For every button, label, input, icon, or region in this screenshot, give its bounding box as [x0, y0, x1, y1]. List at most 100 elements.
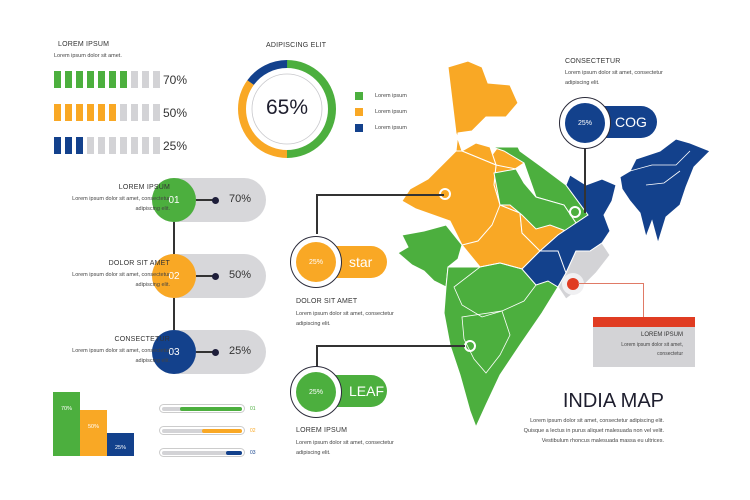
- progress-label: 02: [250, 428, 256, 434]
- segment: [65, 104, 72, 121]
- step-dot: [212, 348, 219, 356]
- segments-subtitle: Lorem ipsum dolor sit amet.: [54, 53, 122, 59]
- leaf-connector-h: [316, 345, 465, 347]
- bar-label: 25%: [114, 445, 126, 451]
- step-desc-1: Lorem ipsum dolor sit amet, consectetur: [72, 196, 170, 202]
- redbox-title: LOREM IPSUM: [640, 332, 683, 338]
- map-title: INDIA MAP: [562, 390, 664, 412]
- progress-bar: [159, 448, 245, 457]
- segment: [153, 137, 160, 154]
- bar: 70%: [53, 391, 80, 456]
- leaf-desc-2: adipiscing elit.: [296, 450, 331, 456]
- segment-bar-row: [54, 71, 160, 88]
- star-pct: 25%: [296, 242, 336, 282]
- leaf-pct: 25%: [296, 372, 336, 412]
- segment: [120, 71, 127, 88]
- star-title: DOLOR SIT AMET: [296, 298, 358, 305]
- legend-label: Lorem ipsum: [375, 125, 407, 131]
- india-map[interactable]: [390, 55, 720, 435]
- segment: [87, 104, 94, 121]
- segment: [109, 137, 116, 154]
- segment: [142, 104, 149, 121]
- step-desc-1: Lorem ipsum dolor sit amet, consectetur: [72, 348, 170, 354]
- segment: [98, 104, 105, 121]
- segment: [131, 137, 138, 154]
- leaf-desc-1: Lorem ipsum dolor sit amet, consectetur: [296, 440, 394, 446]
- redbox-connector-h: [578, 283, 644, 284]
- progress-track: [162, 429, 242, 433]
- segment: [87, 71, 94, 88]
- segment: [76, 104, 83, 121]
- cog-connector: [584, 148, 586, 213]
- segment: [131, 71, 138, 88]
- segment-percent: 50%: [163, 106, 188, 120]
- star-connector-h: [316, 194, 444, 196]
- progress-fill: [226, 451, 242, 455]
- step-percent: 25%: [229, 345, 252, 357]
- progress-track: [162, 407, 242, 411]
- segment: [98, 71, 105, 88]
- progress-fill: [179, 407, 242, 411]
- bar: 25%: [107, 433, 134, 456]
- redbox-connector-v: [643, 283, 644, 318]
- cog-desc-1: Lorem ipsum dolor sit amet, consectetur: [565, 70, 663, 76]
- bar-label: 50%: [87, 424, 99, 430]
- progress-bar: [159, 404, 245, 413]
- segments-title: LOREM IPSUM: [58, 41, 110, 48]
- cog-desc-2: adipiscing elit.: [565, 80, 600, 86]
- step-dot: [212, 272, 219, 280]
- segment: [142, 137, 149, 154]
- segment-percent: 70%: [163, 73, 188, 87]
- segment: [54, 137, 61, 154]
- progress-bar: [159, 426, 245, 435]
- segment: [131, 104, 138, 121]
- cog-pct: 25%: [565, 103, 605, 143]
- leaf-ring: 25%: [290, 366, 342, 418]
- segment: [65, 71, 72, 88]
- legend-label: Lorem ipsum: [375, 93, 407, 99]
- step-connector-line: [196, 351, 214, 353]
- step-title: LOREM IPSUM: [118, 184, 170, 191]
- progress-label: 01: [250, 406, 256, 412]
- bar: 50%: [80, 410, 107, 456]
- segment: [76, 71, 83, 88]
- redbox-card: LOREM IPSUM Lorem ipsum dolor sit amet, …: [593, 317, 695, 367]
- progress-label: 03: [250, 450, 256, 456]
- cog-title: CONSECTETUR: [565, 58, 621, 65]
- step-connector-line: [196, 199, 214, 201]
- segment-bar-row: [54, 137, 160, 154]
- segment: [153, 104, 160, 121]
- legend-item: Lorem ipsum: [355, 124, 407, 132]
- segment: [153, 71, 160, 88]
- step-connector-line: [196, 275, 214, 277]
- star-connector-v: [316, 194, 318, 234]
- legend-item: Lorem ipsum: [355, 108, 407, 116]
- legend-swatch: [355, 108, 363, 116]
- donut-center-value: 65%: [265, 96, 309, 119]
- map-desc-2: Quisque a lectus in purus aliquet malesu…: [523, 428, 664, 434]
- leaf-connector-v: [316, 345, 318, 367]
- donut-title: ADIPISCING ELIT: [266, 42, 327, 49]
- step-number-circle[interactable]: 01: [152, 178, 196, 222]
- redbox-desc-1: Lorem ipsum dolor sit amet,: [621, 342, 683, 348]
- segment: [109, 71, 116, 88]
- leaf-title: LOREM IPSUM: [296, 427, 348, 434]
- step-number-circle[interactable]: 03: [152, 330, 196, 374]
- legend-swatch: [355, 124, 363, 132]
- step-percent: 50%: [229, 269, 252, 281]
- star-ring: 25%: [290, 236, 342, 288]
- segment-percent: 25%: [163, 139, 188, 153]
- step-number-circle[interactable]: 02: [152, 254, 196, 298]
- segment: [98, 137, 105, 154]
- step-desc-2: adipiscing elit.: [135, 282, 170, 288]
- donut-chart: [238, 59, 336, 158]
- legend-swatch: [355, 92, 363, 100]
- progress-track: [162, 451, 242, 455]
- redbox-desc-2: consectetur: [657, 351, 683, 357]
- step-percent: 70%: [229, 193, 252, 205]
- progress-fill: [202, 429, 242, 433]
- segment: [76, 137, 83, 154]
- segment: [120, 137, 127, 154]
- legend-item: Lorem ipsum: [355, 92, 407, 100]
- cog-ring: 25%: [559, 97, 611, 149]
